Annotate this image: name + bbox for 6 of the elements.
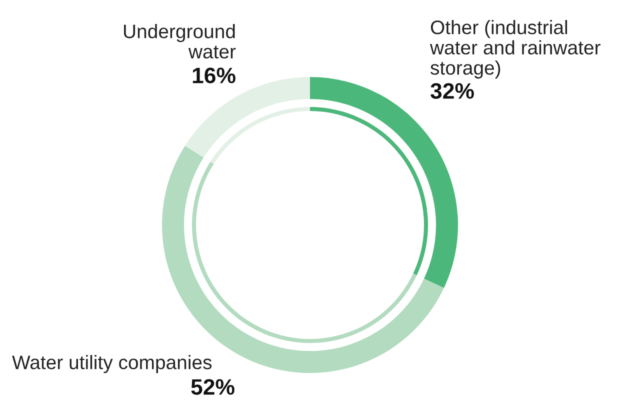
text: 32%: [430, 83, 474, 99]
slice-label: Other (industrial water and rainwater storage): [430, 20, 600, 79]
slice-label: Water utility companies: [12, 355, 212, 374]
text: 16%: [192, 68, 236, 84]
slice-label: Underground water: [124, 24, 236, 59]
text: 52%: [191, 379, 234, 395]
